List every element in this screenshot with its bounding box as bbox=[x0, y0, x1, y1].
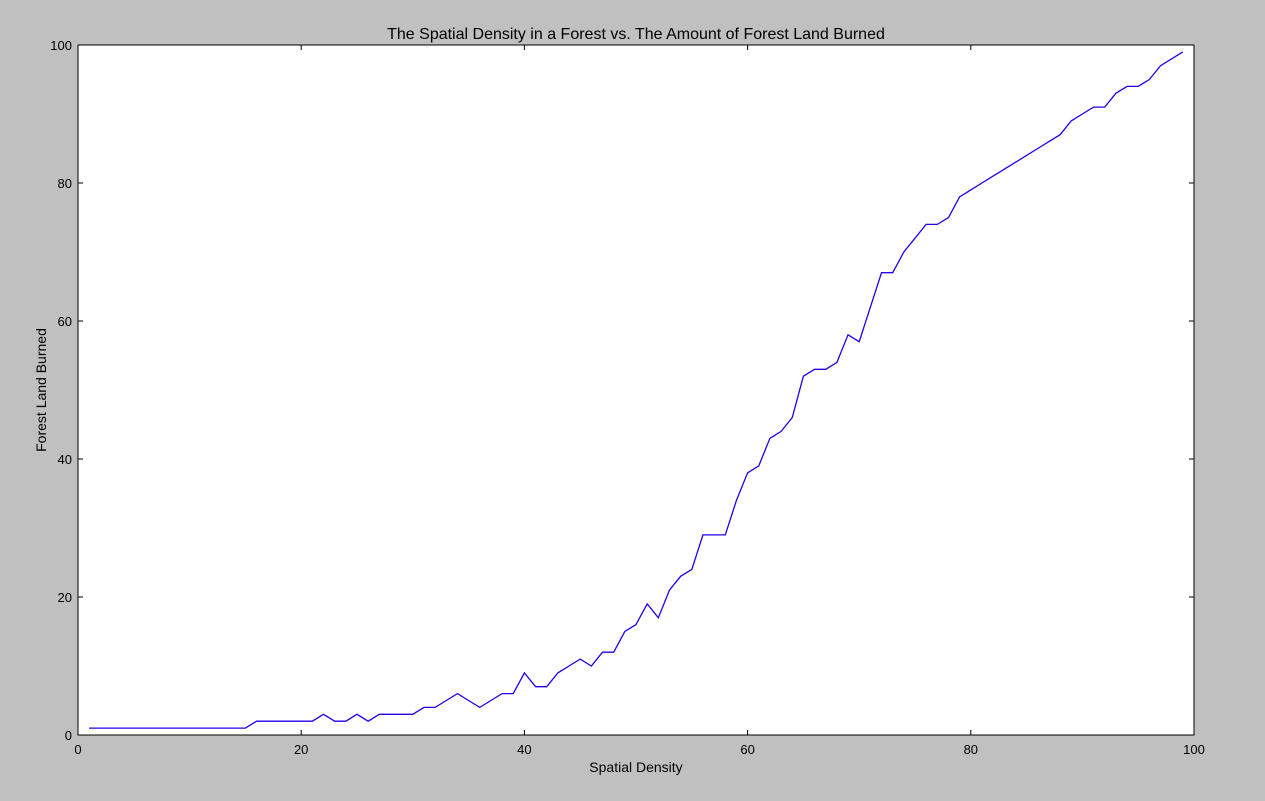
series-layer bbox=[89, 51, 1184, 729]
series-line bbox=[89, 51, 1184, 729]
y-axis: 0 20 40 60 80 100 bbox=[50, 38, 1194, 743]
y-tick-label: 20 bbox=[58, 590, 72, 605]
x-axis: 0 20 40 60 80 100 bbox=[74, 45, 1205, 757]
y-axis-label: Forest Land Burned bbox=[33, 328, 49, 452]
x-axis-label: Spatial Density bbox=[589, 759, 682, 775]
x-tick-label: 100 bbox=[1183, 742, 1205, 757]
plot-area bbox=[77, 44, 1195, 736]
y-tick-label: 40 bbox=[58, 452, 72, 467]
y-tick-label: 0 bbox=[65, 728, 72, 743]
chart-title: The Spatial Density in a Forest vs. The … bbox=[387, 26, 885, 43]
y-tick-label: 80 bbox=[58, 176, 72, 191]
x-tick-label: 0 bbox=[74, 742, 81, 757]
y-tick-label: 100 bbox=[50, 38, 72, 53]
x-tick-label: 20 bbox=[294, 742, 308, 757]
x-tick-label: 60 bbox=[740, 742, 754, 757]
x-tick-label: 40 bbox=[517, 742, 531, 757]
x-tick-label: 80 bbox=[964, 742, 978, 757]
y-tick-label: 60 bbox=[58, 314, 72, 329]
